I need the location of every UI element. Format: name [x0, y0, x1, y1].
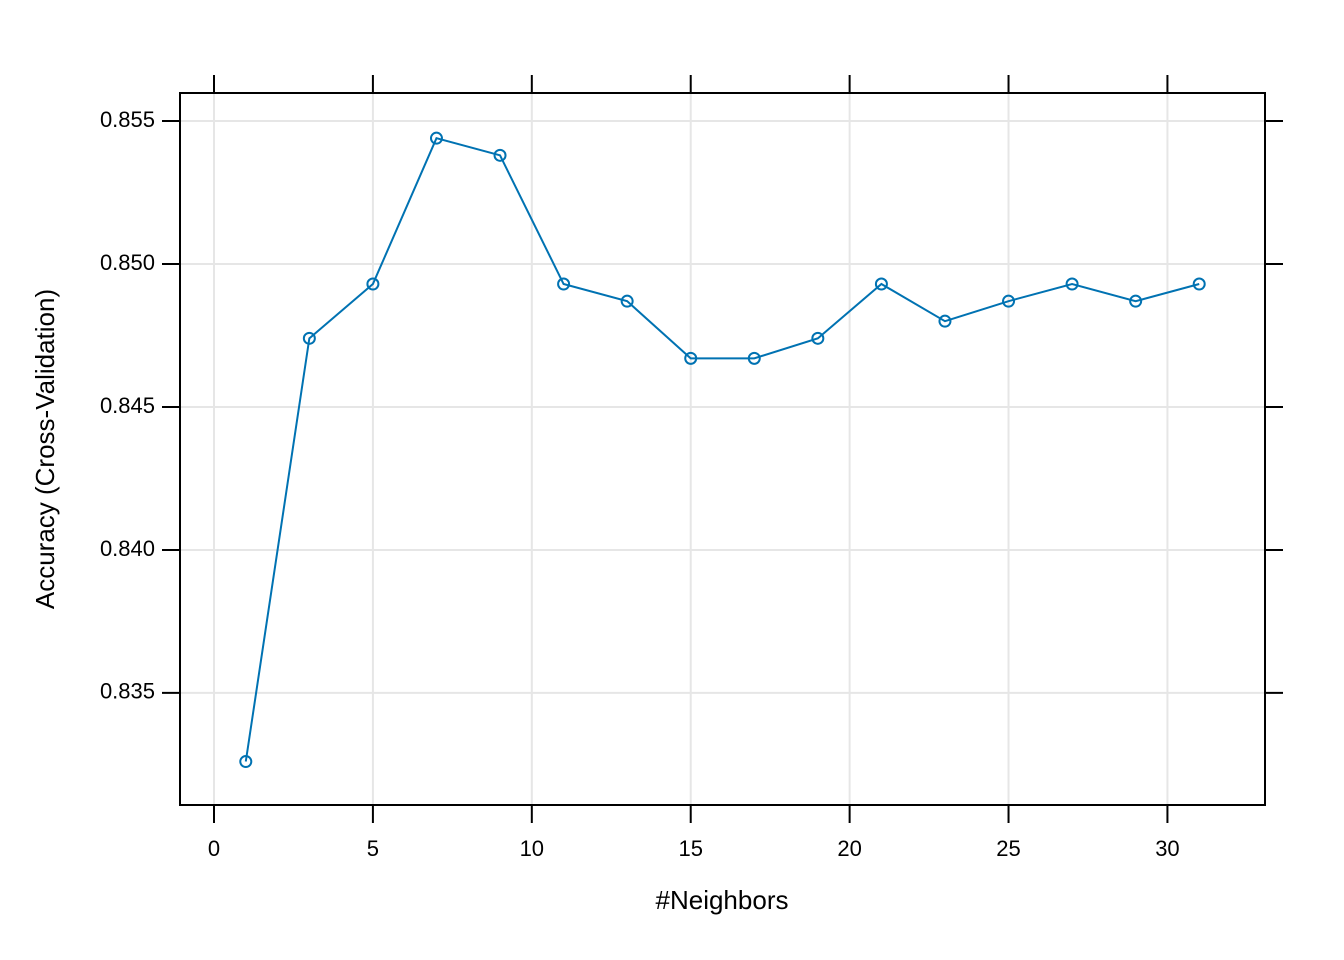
y-tick-label: 0.835 [100, 679, 155, 704]
y-tick-label: 0.845 [100, 393, 155, 418]
y-tick-label: 0.855 [100, 107, 155, 132]
point [1192, 277, 1206, 291]
plot-frame [179, 92, 1266, 806]
x-tick-label: 10 [520, 836, 544, 861]
point [874, 277, 888, 291]
point [811, 331, 825, 345]
x-tick-label: 30 [1155, 836, 1179, 861]
point [429, 131, 443, 145]
x-axis-title: #Neighbors [656, 885, 789, 915]
point [1065, 277, 1079, 291]
y-tick-label: 0.850 [100, 250, 155, 275]
y-axis-title: Accuracy (Cross-Validation) [30, 289, 60, 609]
x-tick-label: 20 [837, 836, 861, 861]
y-tick-label: 0.840 [100, 536, 155, 561]
point [1129, 294, 1143, 308]
x-tick-label: 15 [678, 836, 702, 861]
point [1002, 294, 1016, 308]
line [244, 136, 1200, 762]
point [684, 351, 698, 365]
point [366, 277, 380, 291]
point [302, 331, 316, 345]
point [239, 755, 253, 769]
x-tick-label: 5 [367, 836, 379, 861]
point [620, 294, 634, 308]
point [493, 148, 507, 162]
point [938, 314, 952, 328]
x-tick-label: 25 [996, 836, 1020, 861]
point [747, 351, 761, 365]
point [557, 277, 571, 291]
x-tick-label: 0 [208, 836, 220, 861]
